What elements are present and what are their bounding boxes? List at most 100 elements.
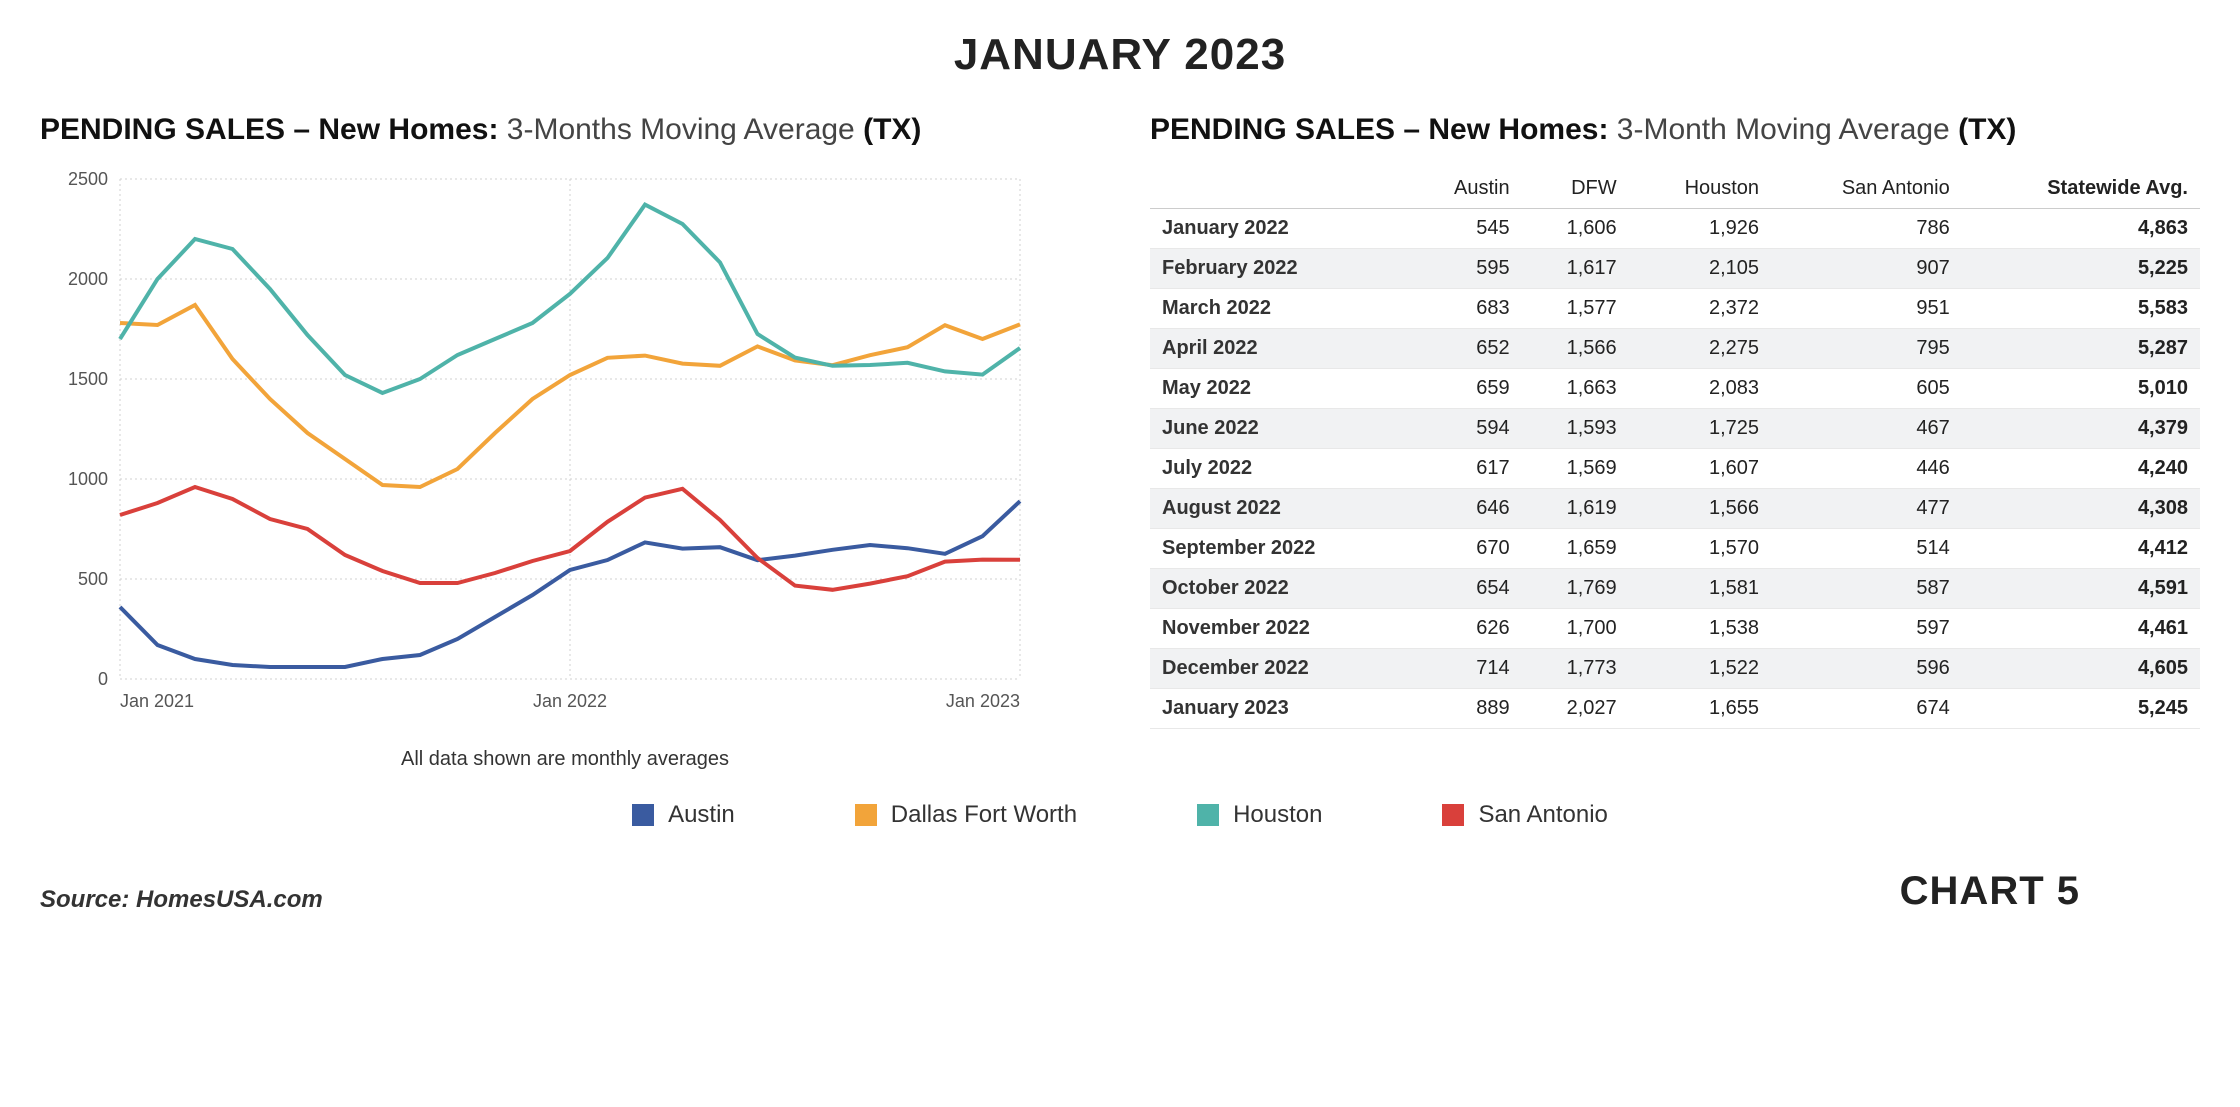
legend-label: Dallas Fort Worth — [891, 801, 1077, 829]
table-cell: April 2022 — [1150, 328, 1407, 368]
table-cell: 4,412 — [1962, 528, 2200, 568]
table-cell: 1,659 — [1522, 528, 1629, 568]
table-row: April 20226521,5662,2757955,287 — [1150, 328, 2200, 368]
chart-area: 05001000150020002500Jan 2021Jan 2022Jan … — [40, 169, 1090, 734]
table-cell: June 2022 — [1150, 408, 1407, 448]
chart-title: PENDING SALES – New Homes: 3-Months Movi… — [40, 110, 1090, 151]
table-row: June 20225941,5931,7254674,379 — [1150, 408, 2200, 448]
legend-swatch — [1197, 804, 1219, 826]
svg-text:500: 500 — [78, 569, 108, 589]
table-cell: 4,605 — [1962, 648, 2200, 688]
table-col-header — [1150, 169, 1407, 209]
line-chart-svg: 05001000150020002500Jan 2021Jan 2022Jan … — [40, 169, 1040, 729]
table-row: May 20226591,6632,0836055,010 — [1150, 368, 2200, 408]
table-cell: 1,700 — [1522, 608, 1629, 648]
table-cell: 1,566 — [1629, 488, 1771, 528]
table-title-tail: (TX) — [1958, 113, 2016, 146]
legend-label: San Antonio — [1478, 801, 1607, 829]
svg-text:0: 0 — [98, 669, 108, 689]
table-col-header: DFW — [1522, 169, 1629, 209]
svg-text:2000: 2000 — [68, 269, 108, 289]
table-cell: 1,538 — [1629, 608, 1771, 648]
table-title-rest: 3-Month Moving Average — [1608, 113, 1958, 146]
table-cell: 5,010 — [1962, 368, 2200, 408]
table-cell: 2,372 — [1629, 288, 1771, 328]
table-cell: 1,570 — [1629, 528, 1771, 568]
table-cell: 1,619 — [1522, 488, 1629, 528]
table-row: August 20226461,6191,5664774,308 — [1150, 488, 2200, 528]
table-cell: 1,606 — [1522, 208, 1629, 248]
table-cell: 795 — [1771, 328, 1962, 368]
table-col-header: Austin — [1407, 169, 1522, 209]
table-cell: 1,617 — [1522, 248, 1629, 288]
table-cell: January 2022 — [1150, 208, 1407, 248]
legend-swatch — [632, 804, 654, 826]
table-cell: September 2022 — [1150, 528, 1407, 568]
table-cell: 467 — [1771, 408, 1962, 448]
table-cell: 4,240 — [1962, 448, 2200, 488]
table-cell: 907 — [1771, 248, 1962, 288]
table-cell: 1,607 — [1629, 448, 1771, 488]
legend-label: Houston — [1233, 801, 1322, 829]
table-cell: 545 — [1407, 208, 1522, 248]
main-title: JANUARY 2023 — [40, 30, 2200, 80]
table-cell: 1,769 — [1522, 568, 1629, 608]
table-cell: 477 — [1771, 488, 1962, 528]
table-panel: PENDING SALES – New Homes: 3-Month Movin… — [1150, 110, 2200, 729]
footer-row: Source: HomesUSA.com CHART 5 — [40, 869, 2200, 914]
table-col-header: San Antonio — [1771, 169, 1962, 209]
table-cell: 2,083 — [1629, 368, 1771, 408]
table-cell: 786 — [1771, 208, 1962, 248]
table-cell: 1,655 — [1629, 688, 1771, 728]
table-row: February 20225951,6172,1059075,225 — [1150, 248, 2200, 288]
table-cell: 605 — [1771, 368, 1962, 408]
table-row: September 20226701,6591,5705144,412 — [1150, 528, 2200, 568]
table-cell: 4,308 — [1962, 488, 2200, 528]
content-columns: PENDING SALES – New Homes: 3-Months Movi… — [40, 110, 2200, 771]
table-cell: 1,663 — [1522, 368, 1629, 408]
table-cell: December 2022 — [1150, 648, 1407, 688]
table-cell: July 2022 — [1150, 448, 1407, 488]
table-cell: 1,522 — [1629, 648, 1771, 688]
chart-panel: PENDING SALES – New Homes: 3-Months Movi… — [40, 110, 1090, 771]
table-cell: 1,773 — [1522, 648, 1629, 688]
table-cell: 2,105 — [1629, 248, 1771, 288]
source-text: Source: HomesUSA.com — [40, 886, 323, 914]
table-cell: August 2022 — [1150, 488, 1407, 528]
table-col-header: Statewide Avg. — [1962, 169, 2200, 209]
chart-number-label: CHART 5 — [1900, 869, 2080, 914]
table-cell: 674 — [1771, 688, 1962, 728]
table-cell: 446 — [1771, 448, 1962, 488]
table-cell: 683 — [1407, 288, 1522, 328]
svg-text:Jan 2021: Jan 2021 — [120, 691, 194, 711]
table-cell: 889 — [1407, 688, 1522, 728]
table-cell: 594 — [1407, 408, 1522, 448]
table-cell: 951 — [1771, 288, 1962, 328]
table-cell: January 2023 — [1150, 688, 1407, 728]
legend-label: Austin — [668, 801, 735, 829]
table-row: January 20225451,6061,9267864,863 — [1150, 208, 2200, 248]
table-cell: 1,926 — [1629, 208, 1771, 248]
table-row: December 20227141,7731,5225964,605 — [1150, 648, 2200, 688]
table-col-header: Houston — [1629, 169, 1771, 209]
table-cell: 617 — [1407, 448, 1522, 488]
table-cell: 2,275 — [1629, 328, 1771, 368]
table-row: March 20226831,5772,3729515,583 — [1150, 288, 2200, 328]
legend-swatch — [855, 804, 877, 826]
table-cell: 654 — [1407, 568, 1522, 608]
svg-text:Jan 2023: Jan 2023 — [946, 691, 1020, 711]
table-cell: 1,581 — [1629, 568, 1771, 608]
table-cell: March 2022 — [1150, 288, 1407, 328]
table-cell: 1,593 — [1522, 408, 1629, 448]
table-cell: 4,863 — [1962, 208, 2200, 248]
table-row: July 20226171,5691,6074464,240 — [1150, 448, 2200, 488]
svg-text:1500: 1500 — [68, 369, 108, 389]
table-title-bold: PENDING SALES – New Homes: — [1150, 113, 1608, 146]
table-cell: October 2022 — [1150, 568, 1407, 608]
table-cell: 4,591 — [1962, 568, 2200, 608]
table-cell: 4,461 — [1962, 608, 2200, 648]
table-cell: 1,577 — [1522, 288, 1629, 328]
table-cell: 659 — [1407, 368, 1522, 408]
table-cell: November 2022 — [1150, 608, 1407, 648]
table-cell: 595 — [1407, 248, 1522, 288]
